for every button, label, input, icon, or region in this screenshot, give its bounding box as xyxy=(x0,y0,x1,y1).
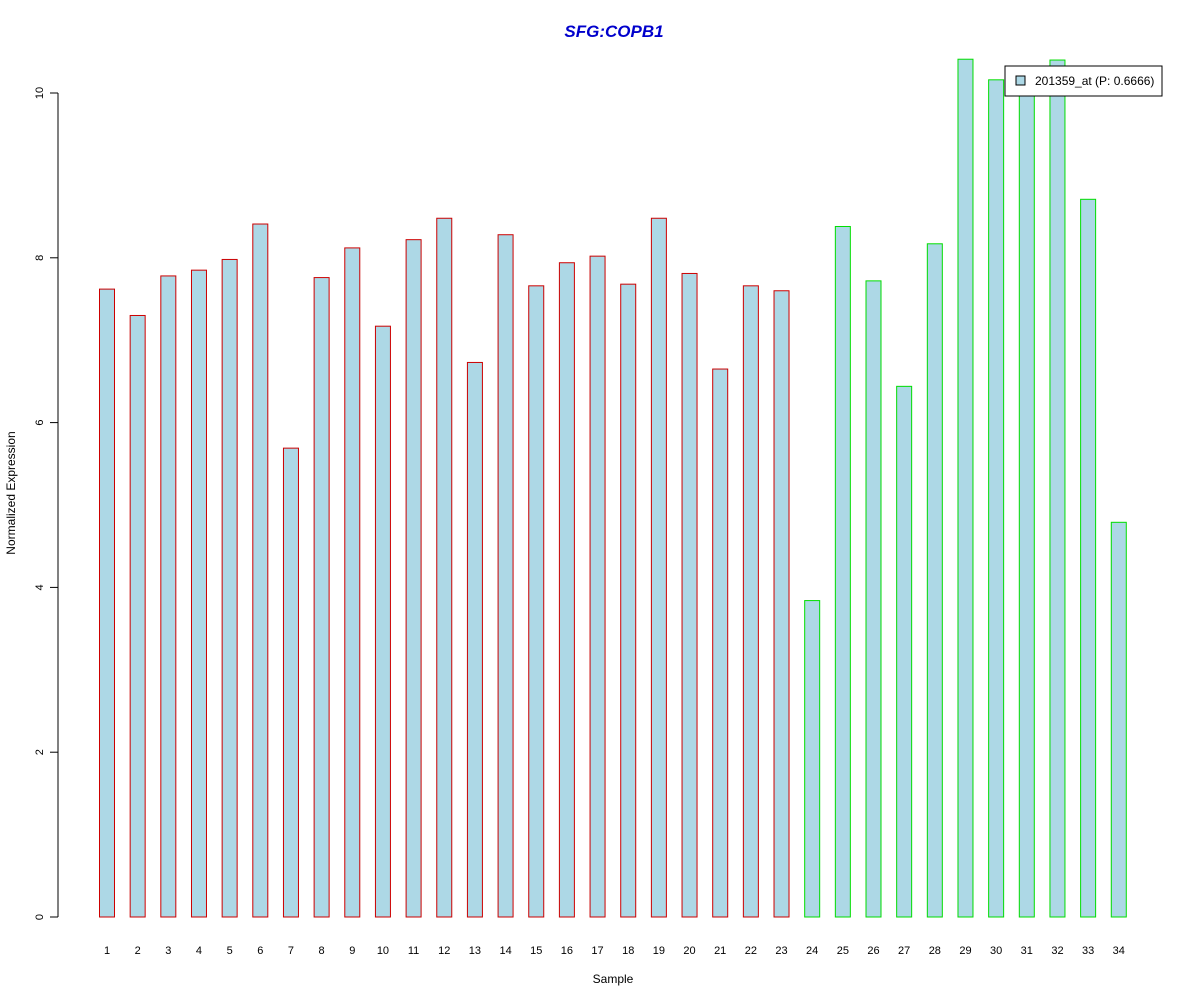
x-tick-label: 1 xyxy=(104,945,110,957)
x-tick-label: 2 xyxy=(135,945,141,957)
y-tick-label: 2 xyxy=(34,749,46,755)
y-tick-label: 8 xyxy=(34,255,46,261)
bar-30 xyxy=(988,79,1005,918)
x-tick-label: 11 xyxy=(408,945,419,957)
x-tick-label: 29 xyxy=(959,945,971,957)
x-tick-label: 12 xyxy=(438,945,450,957)
bar-19 xyxy=(650,217,667,918)
bar-27 xyxy=(896,385,913,918)
bar-15 xyxy=(528,285,545,918)
x-tick-label: 7 xyxy=(288,945,294,957)
legend-swatch xyxy=(1015,75,1026,86)
y-tick-label: 4 xyxy=(34,584,46,590)
bar-4 xyxy=(190,269,207,918)
bar-26 xyxy=(865,280,882,918)
bar-33 xyxy=(1080,198,1097,918)
bar-32 xyxy=(1049,59,1066,918)
bar-5 xyxy=(221,258,238,918)
x-tick-label: 19 xyxy=(653,945,665,957)
bar-23 xyxy=(773,290,790,918)
bars-group xyxy=(99,58,1127,918)
bar-20 xyxy=(681,272,698,918)
x-tick-label: 31 xyxy=(1021,945,1033,957)
legend: 201359_at (P: 0.6666) xyxy=(1004,65,1163,97)
x-tick-label: 6 xyxy=(257,945,263,957)
x-tick-label: 26 xyxy=(867,945,879,957)
bar-6 xyxy=(252,223,269,918)
bar-29 xyxy=(957,58,974,918)
bar-34 xyxy=(1110,521,1127,918)
bar-11 xyxy=(405,239,422,918)
bar-9 xyxy=(344,247,361,918)
legend-entry: 201359_at (P: 0.6666) xyxy=(1035,74,1154,88)
x-tick-label: 5 xyxy=(227,945,233,957)
bar-25 xyxy=(834,225,851,918)
x-tick-label: 21 xyxy=(714,945,726,957)
x-tick-label: 10 xyxy=(377,945,389,957)
chart-title: SFG:COPB1 xyxy=(564,22,663,41)
x-tick-label: 18 xyxy=(622,945,634,957)
y-tick-label: 6 xyxy=(34,420,46,426)
y-axis: 0 2 4 6 8 10 xyxy=(34,87,59,920)
x-tick-label: 15 xyxy=(530,945,542,957)
bar-31 xyxy=(1018,92,1035,918)
x-tick-label: 24 xyxy=(806,945,818,957)
bar-17 xyxy=(589,255,606,918)
bar-14 xyxy=(497,234,514,918)
y-tick-label: 10 xyxy=(34,87,46,99)
x-tick-label: 4 xyxy=(196,945,202,957)
bar-13 xyxy=(466,361,483,918)
bar-22 xyxy=(742,285,759,918)
x-tick-label: 33 xyxy=(1082,945,1094,957)
x-tick-label: 8 xyxy=(319,945,325,957)
x-tick-label: 27 xyxy=(898,945,910,957)
x-tick-label: 32 xyxy=(1051,945,1063,957)
x-tick-label: 23 xyxy=(775,945,787,957)
x-tick-label: 17 xyxy=(591,945,603,957)
x-tick-label: 3 xyxy=(165,945,171,957)
legend-box xyxy=(1004,65,1163,97)
x-tick-label: 34 xyxy=(1113,945,1125,957)
x-tick-label: 9 xyxy=(349,945,355,957)
x-tick-label: 14 xyxy=(499,945,511,957)
bar-1 xyxy=(99,288,115,918)
bar-28 xyxy=(926,243,943,918)
x-tick-label: 28 xyxy=(929,945,941,957)
bar-16 xyxy=(558,262,575,918)
bar-10 xyxy=(374,325,391,918)
bar-7 xyxy=(282,447,299,918)
bar-3 xyxy=(160,275,177,918)
x-tick-label: 30 xyxy=(990,945,1002,957)
x-tick-label: 20 xyxy=(683,945,695,957)
bar-2 xyxy=(129,314,146,918)
bar-18 xyxy=(620,283,637,918)
y-axis-label: Normalized Expression xyxy=(4,431,18,554)
x-tick-label: 13 xyxy=(469,945,481,957)
bar-24 xyxy=(804,600,821,918)
bar-12 xyxy=(436,217,453,918)
bar-21 xyxy=(712,368,729,918)
x-tick-label: 16 xyxy=(561,945,573,957)
x-tick-label: 25 xyxy=(837,945,849,957)
x-tick-labels: 1 2 3 4 5 6 7 8 9 10 11 12 13 14 15 16 17 18 19 20 21 22 23 24 2… xyxy=(104,945,1125,957)
x-tick-label: 22 xyxy=(745,945,757,957)
bar-8 xyxy=(313,277,330,918)
x-axis-label: Sample xyxy=(593,972,634,986)
y-tick-label: 0 xyxy=(34,914,46,920)
